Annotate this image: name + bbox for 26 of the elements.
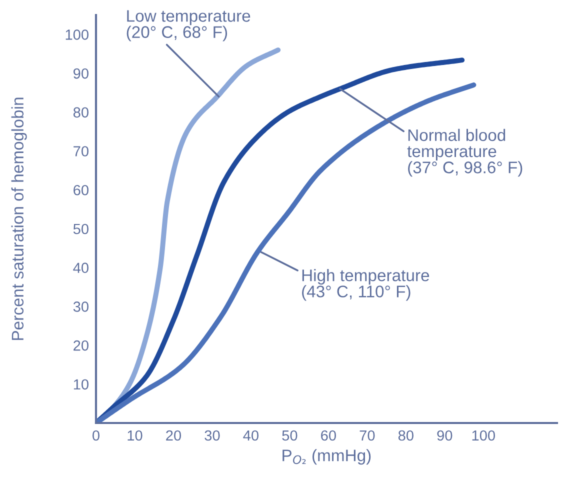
y-tick-label: 20 xyxy=(74,340,88,351)
annotation: High temperature (43° C, 110° F) xyxy=(302,269,430,301)
x-tick-label: 0 xyxy=(92,430,100,441)
y-tick-label: 50 xyxy=(73,224,88,234)
x-tick-label: 40 xyxy=(243,430,258,441)
y-tick-label: 40 xyxy=(73,262,88,273)
annotation: Low temperature (20° C, 68° F) xyxy=(126,10,250,42)
y-tick-label: 10 xyxy=(74,379,88,390)
y-tick-label: 80 xyxy=(73,107,88,118)
x-axis-title: P$_{O₂}$ (mmHg) xyxy=(282,449,371,465)
x-tick-label: 30 xyxy=(204,430,220,441)
y-tick-label: 30 xyxy=(73,302,88,312)
x-tick-label: 10 xyxy=(128,430,142,441)
y-axis-title: Percent saturation of hemoglobin xyxy=(11,98,27,340)
x-tick-label: 50 xyxy=(282,430,298,441)
x-tick-label: 60 xyxy=(321,430,336,441)
y-tick-label: 90 xyxy=(74,68,88,79)
x-tick-label: 100 xyxy=(472,430,495,441)
x-tick-label: 80 xyxy=(398,430,414,441)
x-tick-label: 20 xyxy=(166,430,182,441)
y-tick-label: 70 xyxy=(74,146,88,156)
y-tick-label: 60 xyxy=(74,184,88,196)
y-tick-label: 100 xyxy=(66,30,88,40)
annotation: Normal blood temperature (37° C, 98.6° F) xyxy=(407,128,522,177)
x-tick-label: 90 xyxy=(437,430,452,441)
x-tick-label: 70 xyxy=(360,430,375,441)
